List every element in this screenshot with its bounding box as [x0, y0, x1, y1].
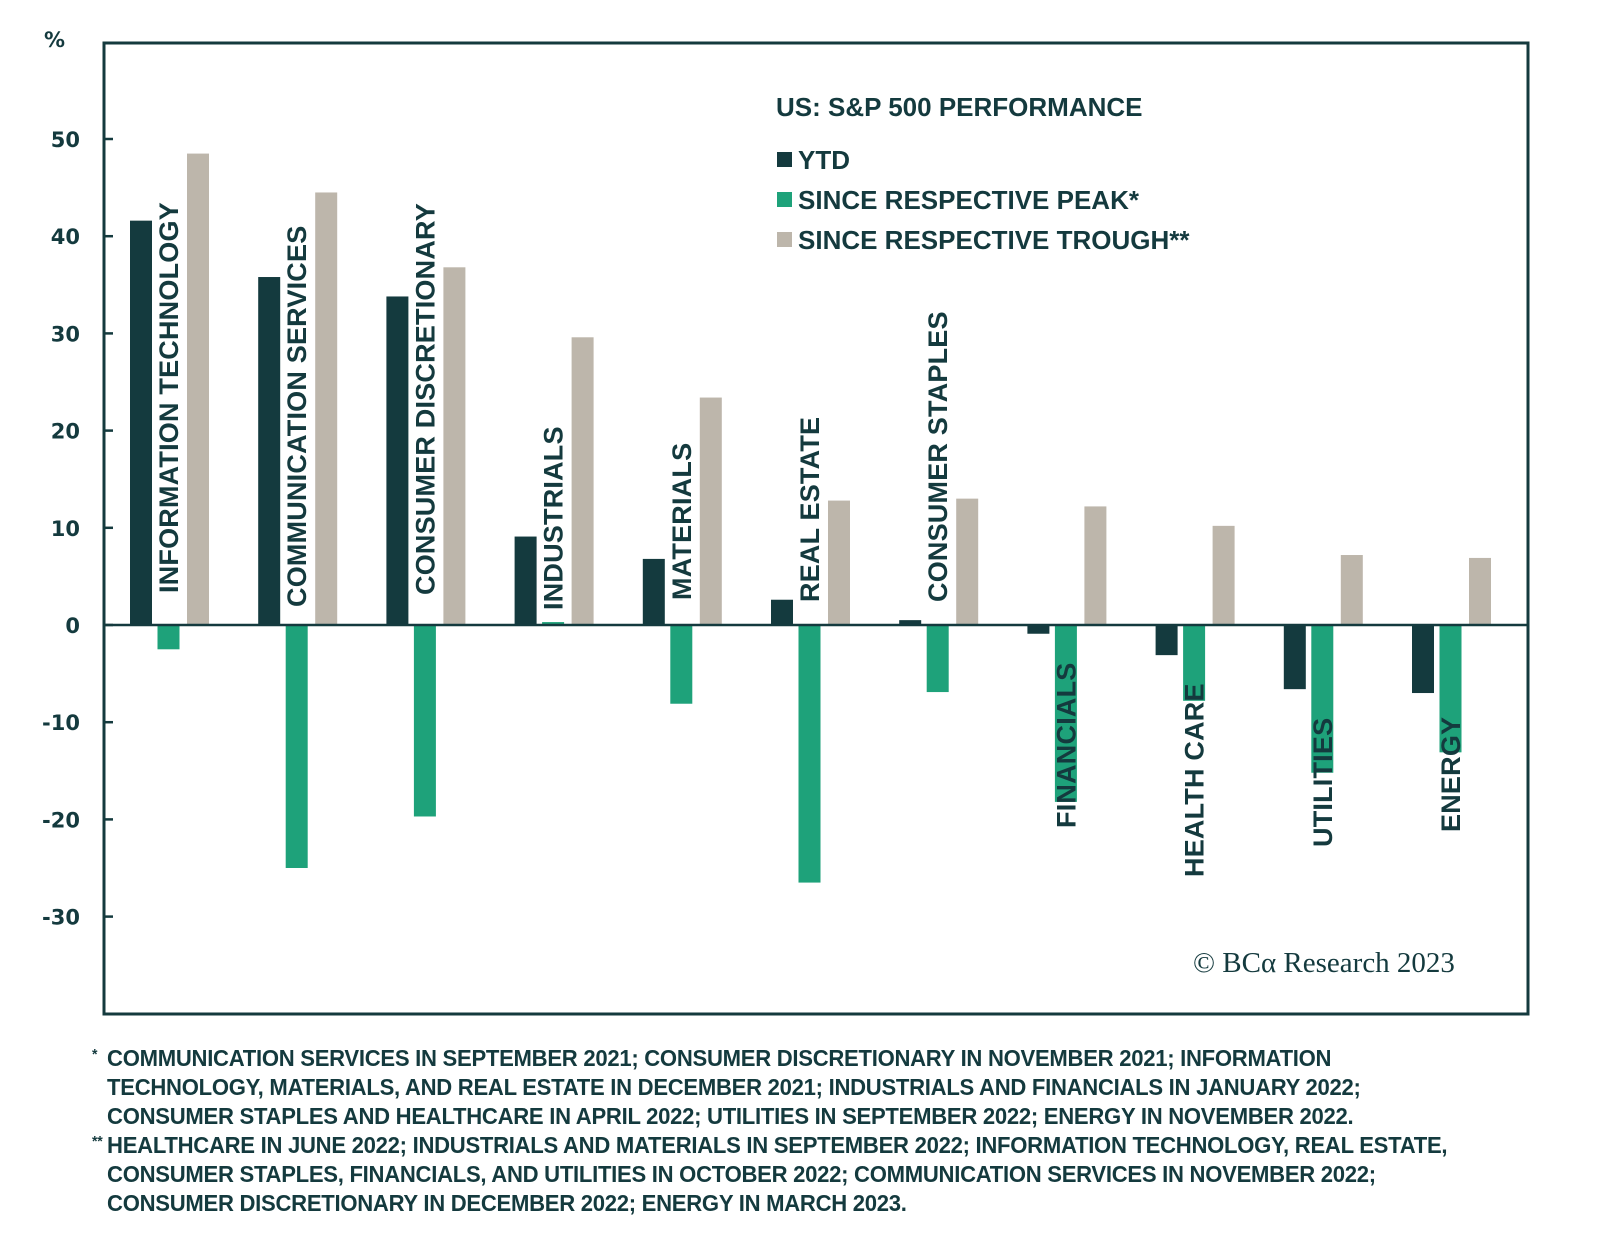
footnote-line: COMMUNICATION SERVICES IN SEPTEMBER 2021… [107, 1045, 1332, 1071]
bar-ytd [386, 296, 409, 625]
bar-ytd [771, 599, 793, 625]
chart-title: US: S&P 500 PERFORMANCE [776, 92, 1143, 122]
legend-swatch [777, 152, 792, 167]
y-tick-label: 50 [51, 128, 80, 152]
legend: YTD SINCE RESPECTIVE PEAK* SINCE RESPECTIV… [777, 145, 1190, 255]
bar-since-trough [187, 153, 209, 625]
bar-since-peak [798, 625, 821, 883]
y-tick-label: -10 [42, 711, 80, 735]
legend-label: YTD [798, 145, 850, 175]
bar-ytd [130, 220, 152, 625]
bar-since-trough [443, 267, 466, 625]
bar-since-trough [1469, 557, 1491, 625]
category-label: CONSUMER DISCRETIONARY [410, 203, 440, 595]
y-tick-label: 30 [51, 322, 80, 346]
footnote-line: CONSUMER STAPLES AND HEALTHCARE IN APRIL… [107, 1103, 1354, 1129]
category-label: ENERGY [1436, 717, 1466, 832]
bar-ytd [1412, 625, 1434, 694]
legend-swatch [777, 192, 792, 207]
footnote-line: TECHNOLOGY, MATERIALS, AND REAL ESTATE I… [107, 1074, 1361, 1100]
bar-since-peak [285, 625, 308, 868]
category-label: FINANCIALS [1051, 663, 1081, 829]
category-label: HEALTH CARE [1180, 683, 1210, 877]
y-tick-label: 20 [51, 420, 80, 444]
bar-since-trough [828, 500, 850, 625]
bars [130, 153, 1491, 883]
footnote-line: CONSUMER STAPLES, FINANCIALS, AND UTILIT… [107, 1161, 1376, 1187]
y-tick-label: 40 [51, 225, 80, 249]
category-label: REAL ESTATE [795, 417, 825, 602]
y-tick-label: -20 [42, 808, 80, 832]
bar-ytd [258, 277, 281, 625]
legend-label: SINCE RESPECTIVE TROUGH** [798, 225, 1190, 255]
bar-ytd [642, 558, 665, 625]
bar-since-peak [413, 625, 436, 817]
y-tick-label: 0 [65, 614, 80, 638]
y-tick-label: -30 [42, 906, 80, 930]
bar-since-trough [699, 397, 722, 625]
bar-since-trough [571, 337, 594, 625]
y-axis-unit-label: % [44, 28, 65, 52]
bar-since-peak [157, 625, 180, 650]
category-label: INDUSTRIALS [539, 426, 569, 610]
bar-since-peak [1439, 625, 1462, 753]
plot-frame [102, 41, 1530, 1016]
bar-since-peak [1311, 625, 1334, 773]
category-label: COMMUNICATION SERVICES [282, 226, 312, 607]
bar-since-trough [956, 498, 979, 625]
bar-since-trough [1084, 506, 1107, 625]
bar-ytd [1283, 625, 1306, 690]
bar-since-trough [1212, 525, 1235, 625]
legend-label: SINCE RESPECTIVE PEAK* [798, 185, 1140, 215]
copyright-annotation: © BCα Research 2023 [1193, 947, 1455, 979]
bar-since-peak [670, 625, 693, 704]
footnote-line: CONSUMER DISCRETIONARY IN DECEMBER 2022;… [107, 1190, 907, 1216]
bar-since-peak [1054, 625, 1077, 802]
footnote-mark: * [92, 1046, 98, 1063]
y-tick-label: 10 [51, 517, 80, 541]
footnote-line: HEALTHCARE IN JUNE 2022; INDUSTRIALS AND… [107, 1132, 1448, 1158]
chart: % 50 40 30 20 10 0 -10 -20 -30 INFORMATION TECHN… [42, 28, 1530, 1016]
legend-swatch [777, 232, 792, 247]
category-labels: INFORMATION TECHNOLOGY COMMUNICATION SERV… [154, 202, 1466, 877]
bar-ytd [1027, 625, 1050, 634]
category-label: INFORMATION TECHNOLOGY [154, 202, 184, 593]
bar-since-peak [926, 625, 949, 693]
bar-since-trough [1340, 555, 1363, 625]
category-label: UTILITIES [1308, 718, 1338, 847]
footnote-mark: ** [92, 1133, 103, 1150]
category-label: MATERIALS [667, 443, 697, 600]
footnote-trough: ** HEALTHCARE IN JUNE 2022; INDUSTRIALS … [92, 1131, 1600, 1218]
footnote-peak: * COMMUNICATION SERVICES IN SEPTEMBER 20… [92, 1044, 1600, 1131]
bar-ytd [899, 620, 922, 625]
bar-ytd [514, 536, 537, 625]
bar-since-trough [315, 192, 338, 625]
bar-ytd [1155, 625, 1178, 656]
footnotes: * COMMUNICATION SERVICES IN SEPTEMBER 20… [92, 1044, 1592, 1218]
bar-since-peak [1183, 625, 1206, 701]
category-label: CONSUMER STAPLES [923, 311, 953, 602]
y-axis: 50 40 30 20 10 0 -10 -20 -30 [42, 128, 113, 930]
bar-since-peak [542, 622, 565, 625]
